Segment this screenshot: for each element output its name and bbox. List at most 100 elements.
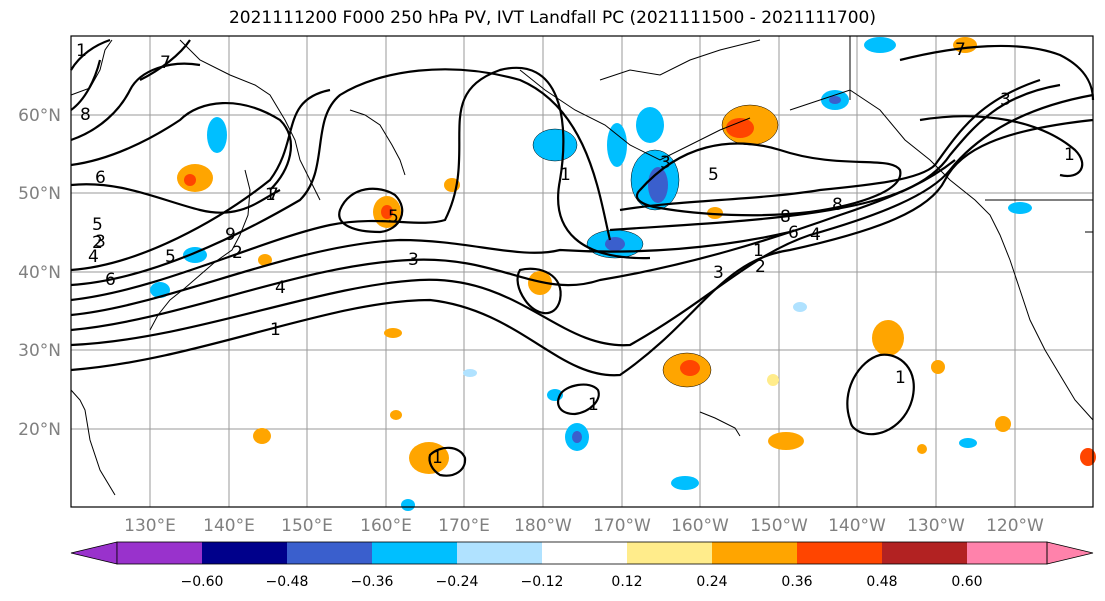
shade-positive (384, 328, 402, 338)
contour-label: 5 (165, 247, 176, 267)
contour-label: 1 (265, 185, 276, 205)
contour-label: 6 (95, 168, 106, 188)
contour-label: 3 (95, 232, 106, 252)
contour-label: 1 (753, 241, 764, 261)
chart-title: 2021111200 F000 250 hPa PV, IVT Landfall… (228, 8, 876, 28)
contour-label: 7 (160, 53, 171, 73)
shade-positive (768, 432, 804, 450)
lon-label: 150°E (281, 516, 333, 536)
colorbar-tick-label: 0.60 (951, 574, 982, 590)
colorbar-segment (457, 542, 542, 564)
shade-positive (1080, 448, 1096, 466)
shade-positive (390, 410, 402, 420)
contour-label: 8 (832, 195, 843, 215)
colorbar-segment (542, 542, 627, 564)
colorbar-segment (117, 542, 202, 564)
colorbar-ticks: −0.60 −0.48 −0.36 −0.24 −0.12 0.12 0.24 … (181, 574, 983, 590)
contour-label: 1 (560, 165, 571, 185)
colorbar-segment (372, 542, 457, 564)
contour-label: 7 (955, 40, 966, 60)
contour-label: 5 (92, 215, 103, 235)
colorbar-tick-label: 0.24 (696, 574, 727, 590)
map-frame (70, 35, 1094, 508)
shade-negative (572, 431, 582, 443)
gridlines (71, 36, 1093, 507)
shade-positive (995, 416, 1011, 432)
contour-label: 5 (708, 165, 719, 185)
colorbar-frame (116, 541, 1048, 565)
lat-label: 20°N (18, 420, 61, 440)
lon-label: 180°W (514, 516, 572, 536)
colorbar-tick-label: −0.48 (266, 574, 309, 590)
shade-positive (707, 207, 723, 219)
lon-label: 140°W (828, 516, 886, 536)
lon-label: 160°W (671, 516, 729, 536)
colorbar-tick-label: 0.36 (781, 574, 812, 590)
lon-label: 150°W (750, 516, 808, 536)
lon-label: 170°W (593, 516, 651, 536)
colorbar-segment (287, 542, 372, 564)
map-panel: 7 8 6 5 2 3 4 6 1 9 2 5 3 4 1 5 7 3 2 1 … (70, 35, 1096, 511)
contour-label: 3 (713, 263, 724, 283)
shade-positive (726, 118, 754, 138)
shade-negative (636, 107, 664, 143)
lon-label: 140°E (203, 516, 255, 536)
colorbar-tick-label: −0.12 (521, 574, 564, 590)
shade-negative (150, 282, 170, 298)
contour-label: 1 (270, 320, 281, 340)
colorbar: −0.60 −0.48 −0.36 −0.24 −0.12 0.12 0.24 … (70, 541, 1094, 590)
lat-label: 40°N (18, 263, 61, 283)
colorbar-tick-label: −0.60 (181, 574, 224, 590)
colorbar-min-extend (70, 541, 118, 565)
colorbar-max-extend (1046, 541, 1094, 565)
longitude-labels: 130°E 140°E 150°E 160°E 170°E 180°W 170°… (124, 516, 1044, 536)
colorbar-segment (797, 542, 882, 564)
lat-label: 50°N (18, 184, 61, 204)
contour-label: 1 (588, 395, 599, 415)
colorbar-segment (882, 542, 967, 564)
contour-label: 1 (432, 448, 443, 468)
shade-negative (401, 499, 415, 511)
lat-label: 30°N (18, 341, 61, 361)
colorbar-segment (627, 542, 712, 564)
contour-label: 1 (895, 368, 906, 388)
contour-label: 7 (268, 185, 279, 205)
shade-positive (258, 254, 272, 266)
contour-label: 2 (92, 233, 103, 253)
colorbar-tick-label: 0.12 (611, 574, 642, 590)
shade-positive (184, 174, 196, 186)
contour-label: 4 (88, 247, 99, 267)
shade-positive (253, 428, 271, 444)
shade-negative (207, 117, 227, 153)
shade-negative (959, 438, 977, 448)
colorbar-tick-label: 0.48 (866, 574, 897, 590)
shade-positive (528, 271, 552, 295)
colorbar-segment (712, 542, 797, 564)
shade-positive (767, 374, 779, 386)
shade-positive (931, 360, 945, 374)
contour-label: 4 (275, 278, 286, 298)
shade-positive (381, 205, 393, 219)
contour-label: 8 (80, 105, 91, 125)
shade-positive (872, 320, 904, 356)
pv-contours (70, 38, 1095, 477)
lon-label: 120°W (986, 516, 1044, 536)
contour-label: 1 (76, 41, 87, 61)
contour-label: 1 (1064, 145, 1075, 165)
contour-label: 4 (810, 225, 821, 245)
contour-label: 3 (1000, 90, 1011, 110)
shade-negative (463, 369, 477, 377)
shade-negative (829, 96, 841, 104)
contour-label: 2 (232, 243, 243, 263)
colorbar-segment (202, 542, 287, 564)
contour-label: 3 (408, 250, 419, 270)
lon-label: 170°E (438, 516, 490, 536)
contour-label: 6 (105, 270, 116, 290)
lon-label: 160°E (360, 516, 412, 536)
contour-label: 3 (660, 153, 671, 173)
shade-negative (1008, 202, 1032, 214)
contour-labels: 7 8 6 5 2 3 4 6 1 9 2 5 3 4 1 5 7 3 2 1 … (76, 40, 1075, 468)
latitude-labels: 60°N 50°N 40°N 30°N 20°N (18, 106, 61, 440)
colorbar-segment (967, 542, 1047, 564)
